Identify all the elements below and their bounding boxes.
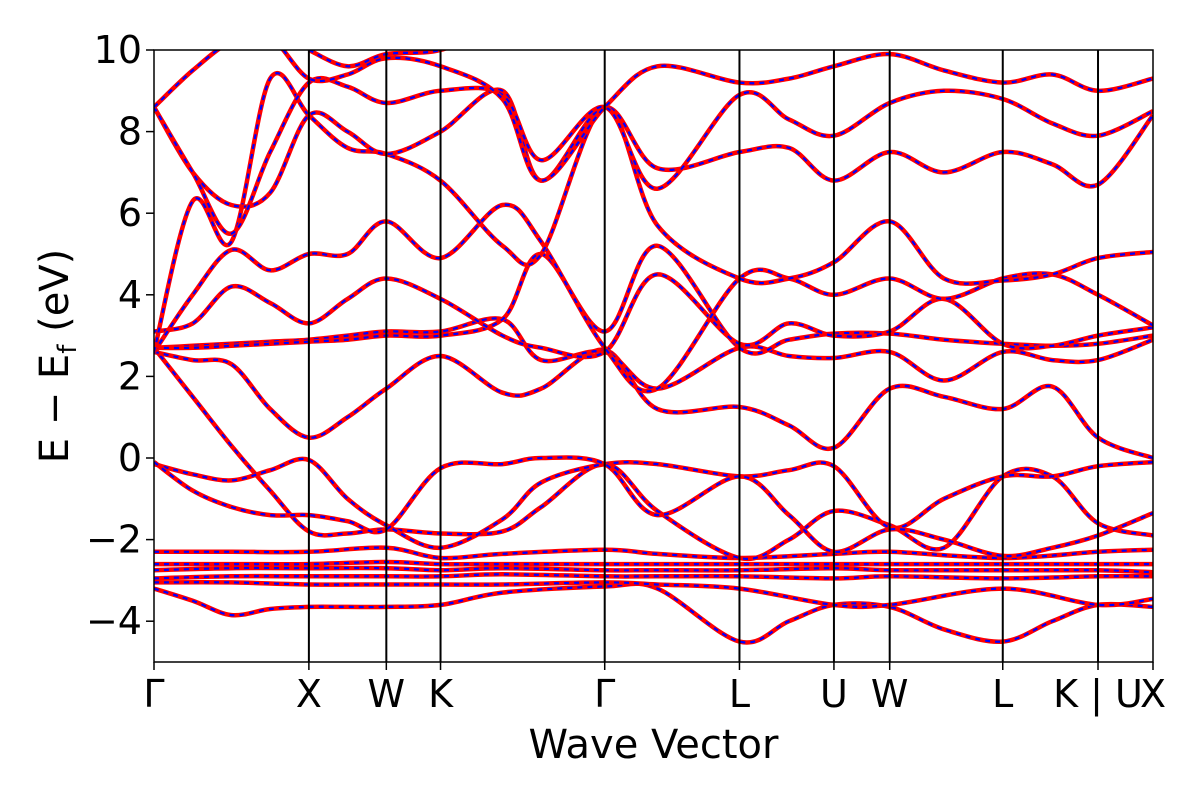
x-tick-label: K [428, 672, 454, 716]
y-tick-label: 0 [118, 436, 142, 480]
x-tick-label: U [820, 672, 848, 716]
x-tick-label: X [296, 672, 322, 716]
band-line-red-3 [154, 565, 1153, 575]
band-line-blue-12 [154, 273, 1153, 359]
y-tick-label: −2 [86, 518, 142, 562]
y-tick-label: −4 [86, 599, 142, 643]
plot-frame [153, 49, 1154, 663]
band-line-blue-8 [154, 456, 1153, 558]
band-line-blue-17 [154, 50, 1153, 182]
y-tick-label: 2 [118, 354, 142, 398]
band-line-blue-16 [154, 77, 1153, 235]
x-tick-label: W [871, 672, 909, 716]
band-line-red-14 [154, 70, 1153, 353]
band-line-red-2 [154, 572, 1153, 581]
y-tick-label: 4 [118, 273, 142, 317]
x-axis-label: Wave Vector [529, 722, 780, 768]
band-line-blue-11 [154, 244, 1153, 355]
x-tick-label: L [992, 672, 1013, 716]
y-axis-label-unit: (eV) [32, 249, 78, 345]
x-tick-label: Γ [143, 672, 164, 716]
band-line-blue-6 [154, 347, 1153, 560]
band-line-red-5 [154, 545, 1153, 561]
y-tick-label: 8 [118, 110, 142, 154]
y-axis-label-main: E − E [32, 354, 78, 464]
band-line-red-4 [154, 559, 1153, 567]
y-axis-ticks: −4 −2 0 2 4 6 8 10 [86, 28, 154, 643]
x-tick-label: W [368, 672, 406, 716]
x-tick-label: L [729, 672, 750, 716]
band-line-blue-9 [154, 348, 1153, 460]
y-axis-label: E − Ef (eV) [32, 249, 83, 464]
x-tick-label: K | U [1053, 672, 1143, 717]
x-tick-label: Γ [594, 672, 615, 716]
band-line-blue-1 [154, 581, 1153, 609]
high-symmetry-lines [307, 50, 1100, 662]
y-tick-label: 10 [94, 28, 142, 72]
band-line-red-18 [307, 50, 449, 69]
y-tick-label: 6 [118, 191, 142, 235]
x-tick-label: X [1140, 672, 1166, 716]
y-axis-label-sub: f [53, 344, 83, 354]
band-line-blue-13 [154, 203, 1153, 393]
band-line-blue-18 [308, 50, 445, 68]
